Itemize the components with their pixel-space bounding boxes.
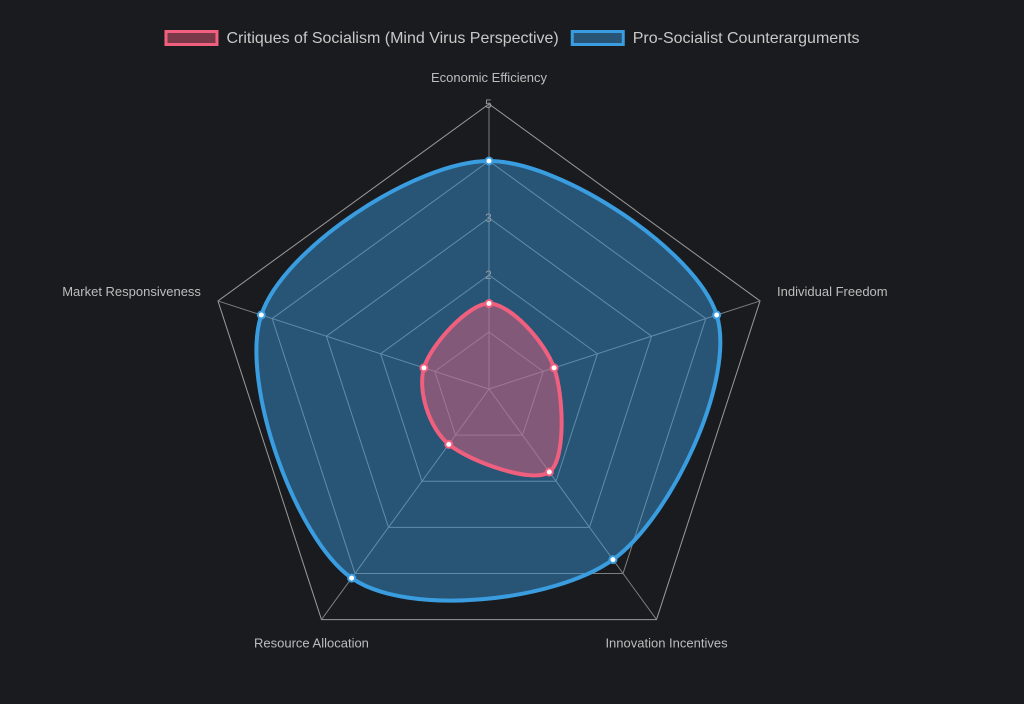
series-points-1: [256, 156, 722, 583]
grid-ring: [325, 217, 653, 528]
legend: Critiques of Socialism (Mind Virus Persp…: [164, 30, 860, 47]
axis-label: Economic Efficiency: [431, 70, 548, 85]
axis-labels: Economic Efficiency Individual Freedom Inn…: [62, 70, 887, 651]
axis-label: Innovation Incentives: [605, 636, 728, 651]
legend-swatch: [570, 30, 625, 46]
legend-label: Critiques of Socialism (Mind Virus Persp…: [226, 30, 558, 47]
axis-label: Individual Freedom: [777, 284, 888, 299]
legend-swatch: [164, 30, 219, 46]
radial-ticks: 2 3 5: [485, 97, 492, 282]
axis-label: Market Responsiveness: [62, 284, 201, 299]
series-area: [420, 301, 564, 478]
series-1: [254, 159, 723, 603]
tick-label: 3: [485, 211, 492, 225]
data-point[interactable]: [608, 555, 618, 565]
data-point[interactable]: [347, 573, 357, 583]
data-point[interactable]: [484, 156, 494, 166]
data-point[interactable]: [549, 363, 559, 373]
data-point[interactable]: [256, 310, 266, 320]
series-0: [420, 301, 564, 478]
grid-spoke: [488, 388, 657, 620]
grid-ring: [434, 331, 544, 436]
series-area: [254, 159, 723, 603]
legend-item-1[interactable]: Pro-Socialist Counterarguments: [570, 30, 860, 47]
data-point[interactable]: [484, 299, 494, 308]
data-point[interactable]: [712, 310, 722, 320]
tick-label: 2: [485, 268, 492, 282]
legend-item-0[interactable]: Critiques of Socialism (Mind Virus Persp…: [164, 30, 559, 47]
grid-ring: [217, 103, 761, 621]
data-point[interactable]: [444, 439, 454, 449]
data-point[interactable]: [419, 363, 429, 373]
series-points-0: [419, 299, 559, 477]
axis-label: Resource Allocation: [254, 636, 369, 651]
grid-ring: [379, 274, 599, 482]
grid-ring: [271, 160, 707, 574]
data-point[interactable]: [544, 467, 554, 477]
legend-label: Pro-Socialist Counterarguments: [633, 30, 860, 47]
tick-label: 5: [485, 97, 492, 111]
